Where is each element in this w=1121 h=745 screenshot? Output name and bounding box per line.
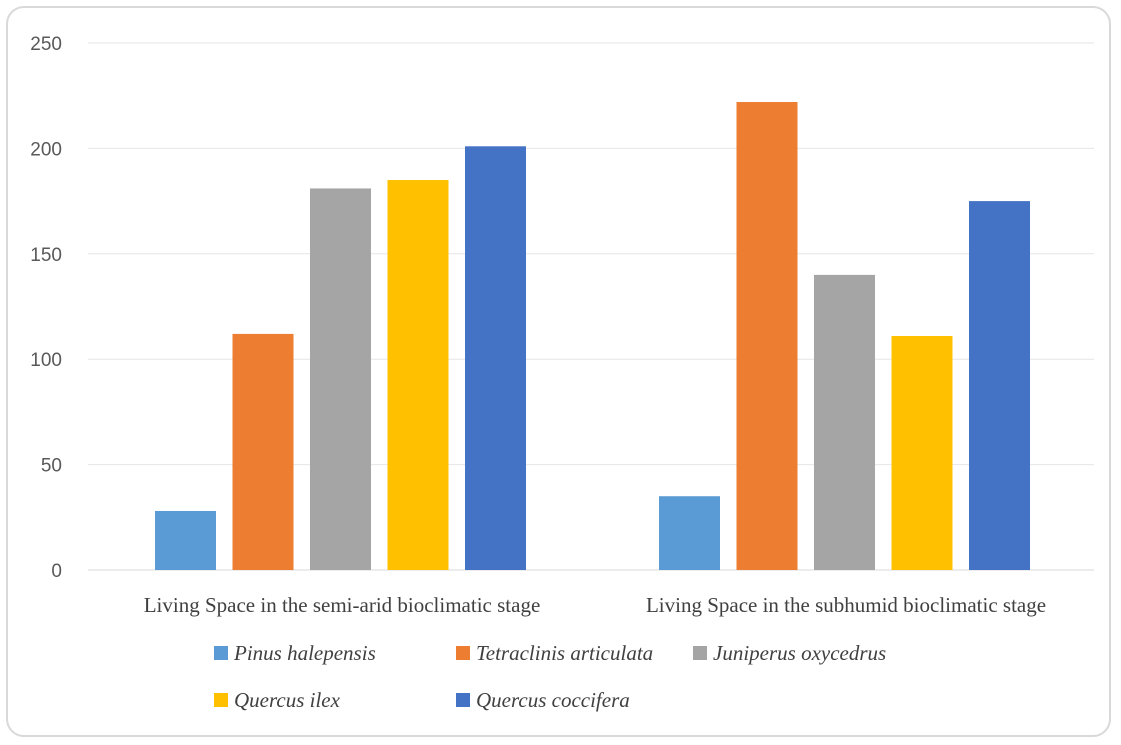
y-tick-label: 50	[41, 456, 62, 477]
legend-label: Quercus coccifera	[476, 688, 630, 712]
x-category-label: Living Space in the subhumid bioclimatic…	[646, 593, 1046, 617]
bar	[465, 146, 526, 571]
bar	[814, 274, 875, 570]
legend-item: Quercus ilex	[214, 688, 341, 712]
y-tick-label: 200	[30, 139, 62, 160]
bar	[659, 496, 720, 570]
y-tick-label: 100	[30, 350, 62, 371]
legend-label: Quercus ilex	[234, 688, 341, 712]
legend-item: Tetraclinis articulata	[456, 641, 653, 665]
legend-swatch	[214, 693, 228, 707]
y-tick-label: 250	[30, 34, 62, 55]
x-category-label: Living Space in the semi-arid bioclimati…	[144, 593, 541, 617]
y-tick-label: 0	[51, 561, 62, 582]
legend-label: Tetraclinis articulata	[476, 641, 653, 665]
x-axis-categories: Living Space in the semi-arid bioclimati…	[144, 593, 1046, 617]
legend-swatch	[214, 646, 228, 660]
bar	[969, 201, 1030, 570]
legend-swatch	[456, 693, 470, 707]
legend-item: Pinus halepensis	[214, 641, 376, 665]
bar	[155, 510, 216, 570]
legend-swatch	[456, 646, 470, 660]
bar	[736, 102, 798, 571]
legend-item: Juniperus oxycedrus	[693, 641, 886, 665]
bar	[232, 333, 294, 570]
legend-label: Pinus halepensis	[233, 641, 376, 665]
bar	[891, 336, 953, 570]
bar	[310, 188, 371, 570]
bars	[155, 102, 1030, 571]
y-tick-label: 150	[30, 245, 62, 266]
bar	[387, 180, 449, 570]
legend-swatch	[693, 646, 707, 660]
legend-label: Juniperus oxycedrus	[713, 641, 886, 665]
legend-item: Quercus coccifera	[456, 688, 630, 712]
y-axis-ticks: 0 50 100 150 200 250	[30, 34, 62, 582]
legend: Pinus halepensis Tetraclinis articulata …	[214, 641, 886, 712]
